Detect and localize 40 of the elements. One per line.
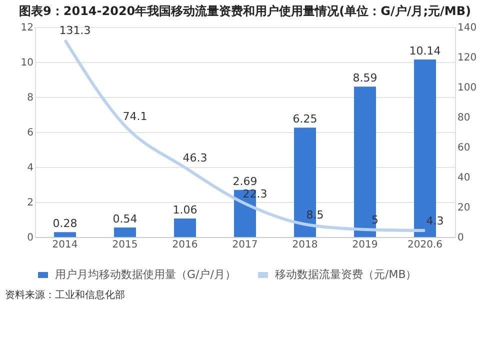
y2-tick-label: 40	[458, 172, 470, 184]
data-label: 1.06	[172, 203, 198, 216]
y-tick-label: 4	[27, 162, 34, 174]
x-tick-label: 2016	[172, 240, 198, 250]
bar	[54, 232, 76, 237]
bar	[174, 218, 196, 237]
data-label: 10.14	[409, 44, 441, 58]
x-tick-label: 2020.6	[408, 240, 442, 250]
legend-label: 用户月均移动数据使用量（G/户/月）	[55, 268, 236, 281]
y-tick-label: 0	[27, 232, 34, 244]
y-tick-label: 2	[27, 198, 34, 208]
data-label: 6.25	[292, 112, 318, 126]
data-label: 2.69	[232, 174, 258, 188]
chart-title: 图表9：2014-2020年我国移动流量资费和用户使用量情况(单位：G/户/月;元/MB)	[19, 4, 471, 18]
y2-tick-label: 60	[458, 142, 470, 154]
y2-tick-label: 100	[458, 82, 477, 94]
data-label: 8.59	[352, 72, 378, 85]
data-label: 0.54	[112, 212, 138, 226]
y-tick-label: 10	[20, 58, 34, 68]
bar	[114, 228, 136, 237]
y-tick-label: 6	[27, 128, 34, 138]
data-label: 74.1	[122, 110, 148, 123]
x-tick-label: 2015	[112, 240, 138, 250]
y2-tick-label: 20	[458, 202, 470, 214]
data-label: 0.28	[52, 217, 78, 230]
data-label: 131.3	[59, 24, 91, 38]
y-tick-label: 8	[27, 92, 34, 104]
legend-label: 移动数据流量资费（元/MB）	[275, 268, 417, 281]
x-tick-label: 2019	[352, 240, 378, 250]
y2-tick-label: 120	[458, 52, 477, 64]
y2-tick-label: 0	[458, 232, 464, 244]
y-tick-label: 12	[20, 22, 34, 34]
data-label: 46.3	[182, 152, 208, 165]
x-tick-label: 2014	[52, 240, 78, 250]
text: 资料来源：工业和信息化部	[5, 289, 125, 301]
x-tick-label: 2018	[292, 240, 318, 250]
y2-tick-label: 140	[458, 22, 477, 34]
bar	[354, 86, 376, 237]
x-tick-label: 2017	[232, 240, 258, 250]
y2-tick-label: 80	[458, 112, 470, 124]
